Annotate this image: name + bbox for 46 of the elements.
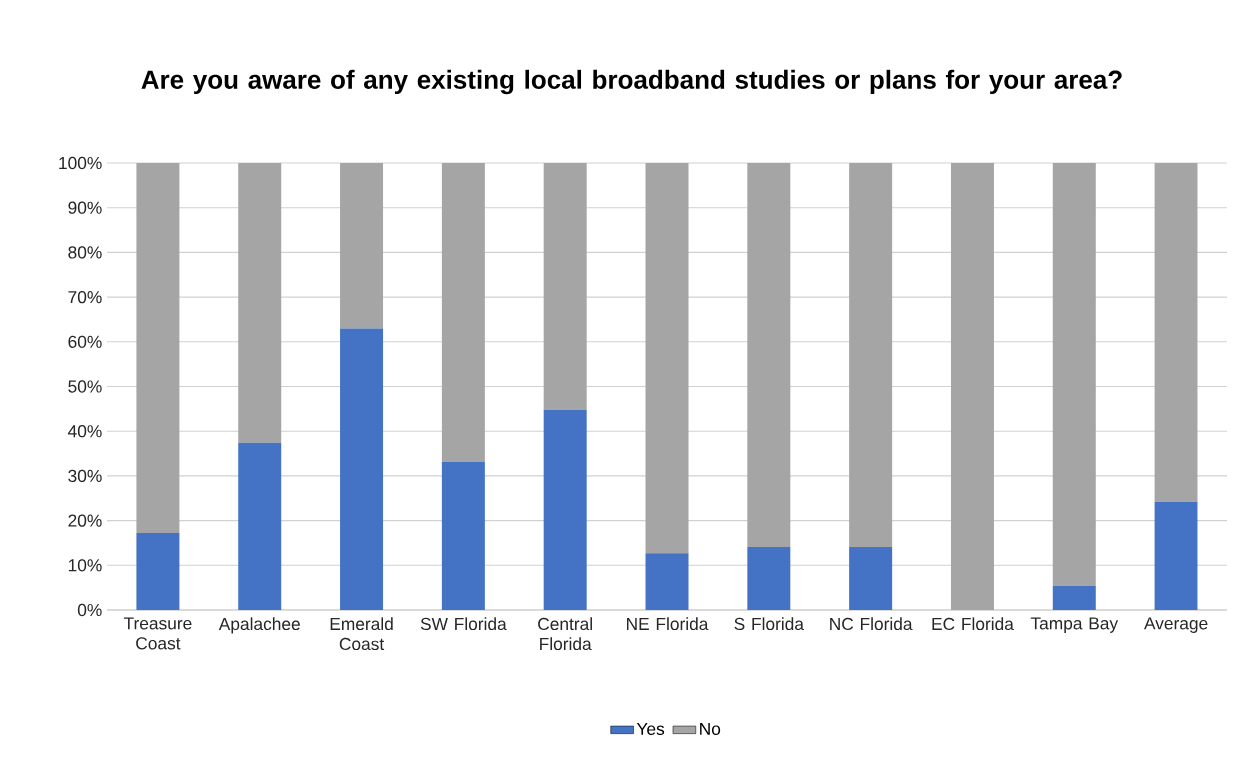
y-tick-label: 90% — [68, 201, 102, 214]
y-tick-label: 100% — [59, 156, 102, 170]
bar — [1154, 163, 1198, 502]
bar — [849, 546, 893, 610]
bar — [645, 163, 689, 554]
legend-label: Yes — [636, 722, 665, 735]
legend-label: No — [700, 722, 721, 735]
bar — [849, 163, 893, 547]
bar — [543, 409, 587, 610]
y-tick-label: 20% — [68, 514, 102, 527]
bar — [645, 553, 689, 610]
x-tick-label: SW Florida — [420, 617, 507, 631]
bar — [238, 442, 282, 610]
bar — [136, 533, 180, 610]
bar — [1154, 501, 1198, 610]
y-tick-label: 70% — [68, 290, 102, 304]
x-tick-label: EC Florida — [932, 617, 1014, 631]
bar — [1052, 585, 1096, 610]
bar — [340, 328, 384, 610]
bar — [441, 163, 485, 463]
bar — [238, 163, 282, 443]
bar — [950, 163, 994, 610]
y-tick-label: 60% — [68, 335, 102, 348]
y-tick-label: 30% — [68, 469, 102, 483]
bar — [543, 163, 587, 410]
x-tick-label: Average — [1144, 617, 1208, 633]
x-tick-label: NE Florida — [627, 617, 709, 631]
x-tick-label: Treasure Coast — [123, 617, 192, 650]
y-tick-label: 40% — [68, 425, 102, 438]
x-tick-label: S Florida — [734, 617, 804, 631]
bar — [747, 163, 791, 547]
x-tick-label: Apalachee — [218, 617, 300, 634]
y-tick-label: 10% — [68, 559, 102, 572]
bar — [747, 546, 791, 610]
bar — [441, 462, 485, 610]
x-tick-label: Emerald Coast — [330, 617, 393, 651]
bar — [1052, 163, 1096, 586]
y-tick-label: 50% — [68, 380, 102, 393]
y-tick-label: 80% — [68, 246, 102, 259]
x-tick-label: Tampa Bay — [1030, 617, 1119, 633]
x-tick-label: NC Florida — [830, 617, 913, 631]
x-tick-label: Central Florida — [538, 617, 592, 651]
y-tick-label: 0% — [77, 603, 102, 617]
bar — [340, 163, 384, 329]
chart-title: Are you aware of any existing local broadband studies or plans for your area? — [141, 69, 1122, 95]
bar — [136, 163, 180, 534]
